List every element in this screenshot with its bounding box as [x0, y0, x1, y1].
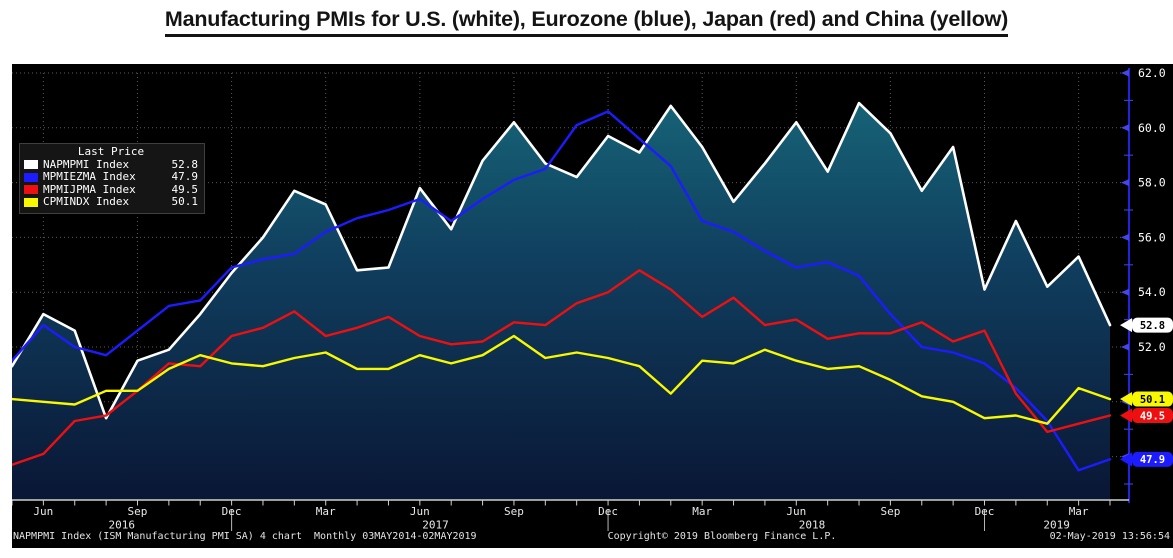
svg-text:62.0: 62.0	[1138, 66, 1166, 80]
svg-text:Dec: Dec	[598, 505, 618, 518]
legend[interactable]: Last Price NAPMPMI Index 52.8 MPMIEZMA Ind…	[19, 143, 205, 214]
svg-text:Dec: Dec	[222, 505, 242, 518]
svg-text:Mar: Mar	[316, 505, 336, 518]
svg-text:49.5: 49.5	[1140, 410, 1165, 422]
legend-rows: NAPMPMI Index 52.8 MPMIEZMA Index 47.9 MPMIJ…	[24, 157, 199, 209]
svg-text:Jun: Jun	[410, 505, 430, 518]
legend-series-name: CPMINDX Index	[43, 195, 130, 208]
svg-text:52.8: 52.8	[1140, 320, 1165, 332]
svg-text:Dec: Dec	[975, 505, 995, 518]
copyright-text: Copyright© 2019 Bloomberg Finance L.P.	[607, 531, 837, 542]
legend-swatch-icon	[24, 185, 38, 195]
svg-text:56.0: 56.0	[1138, 230, 1166, 244]
svg-text:54.0: 54.0	[1138, 285, 1166, 299]
legend-row-eurozone[interactable]: MPMIEZMA Index 47.9	[24, 170, 199, 184]
svg-text:Mar: Mar	[692, 505, 712, 518]
page-title-text: Manufacturing PMIs for U.S. (white), Eur…	[164, 7, 1008, 37]
pmi-chart[interactable]: 52.0 54.0 56.0 58.0 60.0 62.0 Jun Sep Dec Mar Jun S…	[12, 64, 1173, 548]
legend-swatch-icon	[24, 197, 38, 207]
svg-text:50.1: 50.1	[1140, 394, 1165, 406]
svg-text:2019: 2019	[1043, 519, 1070, 532]
series-line-japan	[12, 269, 1112, 466]
svg-text:Jun: Jun	[786, 505, 806, 518]
last-price-bubbles: 52.8 47.9 49.5 50.1	[1120, 317, 1173, 467]
series-line-us	[12, 101, 1112, 420]
svg-text:60.0: 60.0	[1138, 121, 1166, 135]
y-axis: 52.0 54.0 56.0 58.0 60.0 62.0	[1121, 66, 1166, 503]
legend-swatch-icon	[24, 160, 38, 170]
svg-text:Sep: Sep	[128, 505, 148, 518]
svg-text:Mar: Mar	[1069, 505, 1089, 518]
x-axis: Jun Sep Dec Mar Jun Sep Dec Mar Jun Sep Dec Mar 2016…	[12, 499, 1129, 532]
legend-last-price: 52.8	[171, 157, 199, 171]
svg-text:2018: 2018	[799, 519, 826, 532]
svg-text:2017: 2017	[422, 519, 449, 532]
chart-panel: 52.0 54.0 56.0 58.0 60.0 62.0 Jun Sep Dec Mar Jun S…	[12, 64, 1173, 548]
legend-header: Last Price	[77, 145, 145, 158]
legend-row-us[interactable]: NAPMPMI Index 52.8	[24, 157, 199, 172]
timestamp: 02-May-2019 13:56:54	[1049, 531, 1170, 542]
svg-text:52.0: 52.0	[1138, 340, 1166, 354]
legend-row-japan[interactable]: MPMIJPMA Index 49.5	[24, 182, 199, 197]
series-line-china	[12, 334, 1112, 425]
svg-text:Sep: Sep	[504, 505, 524, 518]
legend-series-name: MPMIEZMA Index	[43, 170, 136, 183]
us-pmi-area	[12, 103, 1110, 500]
svg-text:47.9: 47.9	[1140, 454, 1165, 466]
page-title: Manufacturing PMIs for U.S. (white), Eur…	[0, 7, 1173, 37]
legend-last-price: 50.1	[171, 195, 199, 208]
legend-series-name: NAPMPMI Index	[43, 157, 130, 171]
legend-last-price: 47.9	[171, 170, 199, 183]
legend-row-china[interactable]: CPMINDX Index 50.1	[24, 195, 199, 209]
chart-description: NAPMPMI Index (ISM Manufacturing PMI SA)…	[13, 531, 477, 542]
svg-text:Jun: Jun	[33, 505, 53, 518]
svg-text:Sep: Sep	[880, 505, 900, 518]
svg-text:58.0: 58.0	[1138, 176, 1166, 190]
svg-text:2016: 2016	[109, 519, 136, 532]
legend-series-name: MPMIJPMA Index	[43, 182, 136, 196]
legend-last-price: 49.5	[171, 182, 199, 196]
series-line-eurozone	[12, 110, 1112, 472]
legend-swatch-icon	[24, 172, 38, 182]
